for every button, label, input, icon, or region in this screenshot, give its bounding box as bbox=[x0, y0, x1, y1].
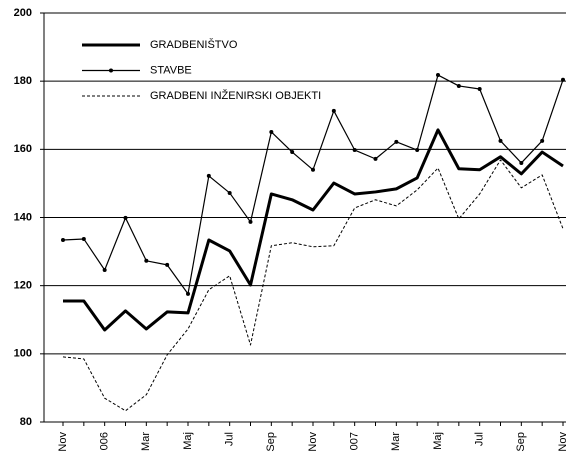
point bbox=[456, 83, 461, 88]
x-tick-label: Sep bbox=[265, 432, 277, 452]
point bbox=[373, 156, 378, 161]
x-tick-label: Maj bbox=[182, 432, 194, 450]
point bbox=[144, 258, 149, 263]
point bbox=[206, 173, 211, 178]
y-tick-label: 80 bbox=[20, 416, 32, 428]
x-tick-label: 006 bbox=[99, 432, 111, 450]
point bbox=[248, 219, 253, 224]
point bbox=[519, 160, 524, 165]
x-tick-label: Maj bbox=[432, 432, 444, 450]
series-line bbox=[62, 74, 564, 295]
legend-marker bbox=[109, 68, 113, 73]
point bbox=[61, 237, 65, 242]
x-tick-label: Mar bbox=[140, 432, 152, 451]
point bbox=[331, 108, 336, 113]
point bbox=[102, 267, 107, 272]
point bbox=[81, 236, 86, 241]
point bbox=[394, 139, 399, 144]
x-tick-label: Mar bbox=[390, 432, 402, 451]
legend-label: GRADBENI INŽENIRSKI OBJEKTI bbox=[150, 89, 321, 102]
point bbox=[186, 291, 190, 296]
legend-label: STAVBE bbox=[150, 64, 192, 76]
y-tick-label: 200 bbox=[14, 7, 32, 19]
y-tick-label: 100 bbox=[14, 348, 32, 360]
series-line bbox=[63, 128, 564, 332]
point bbox=[123, 215, 128, 220]
point bbox=[269, 129, 274, 134]
x-tick-label: Nov bbox=[307, 432, 319, 452]
point bbox=[498, 138, 503, 143]
point bbox=[477, 87, 482, 92]
point bbox=[436, 73, 440, 78]
point bbox=[415, 148, 420, 153]
x-tick-label: Jul bbox=[224, 432, 236, 446]
y-tick-label: 180 bbox=[14, 75, 32, 87]
x-tick-label: Jul bbox=[474, 432, 486, 446]
series-line bbox=[62, 159, 564, 412]
point bbox=[352, 148, 357, 153]
point bbox=[561, 77, 565, 82]
y-tick-label: 160 bbox=[14, 143, 32, 155]
x-tick-label: Sep bbox=[515, 432, 527, 452]
point bbox=[227, 190, 232, 195]
point bbox=[165, 262, 170, 267]
point bbox=[540, 138, 545, 143]
y-tick-label: 140 bbox=[14, 211, 32, 223]
x-tick-label: Nov bbox=[57, 432, 69, 452]
x-tick-label: Nov bbox=[557, 432, 566, 452]
point bbox=[311, 167, 315, 172]
point bbox=[290, 150, 295, 155]
legend-label: GRADBENIŠTVO bbox=[150, 38, 238, 51]
y-tick-label: 120 bbox=[14, 280, 32, 292]
x-tick-label: 007 bbox=[349, 432, 361, 450]
